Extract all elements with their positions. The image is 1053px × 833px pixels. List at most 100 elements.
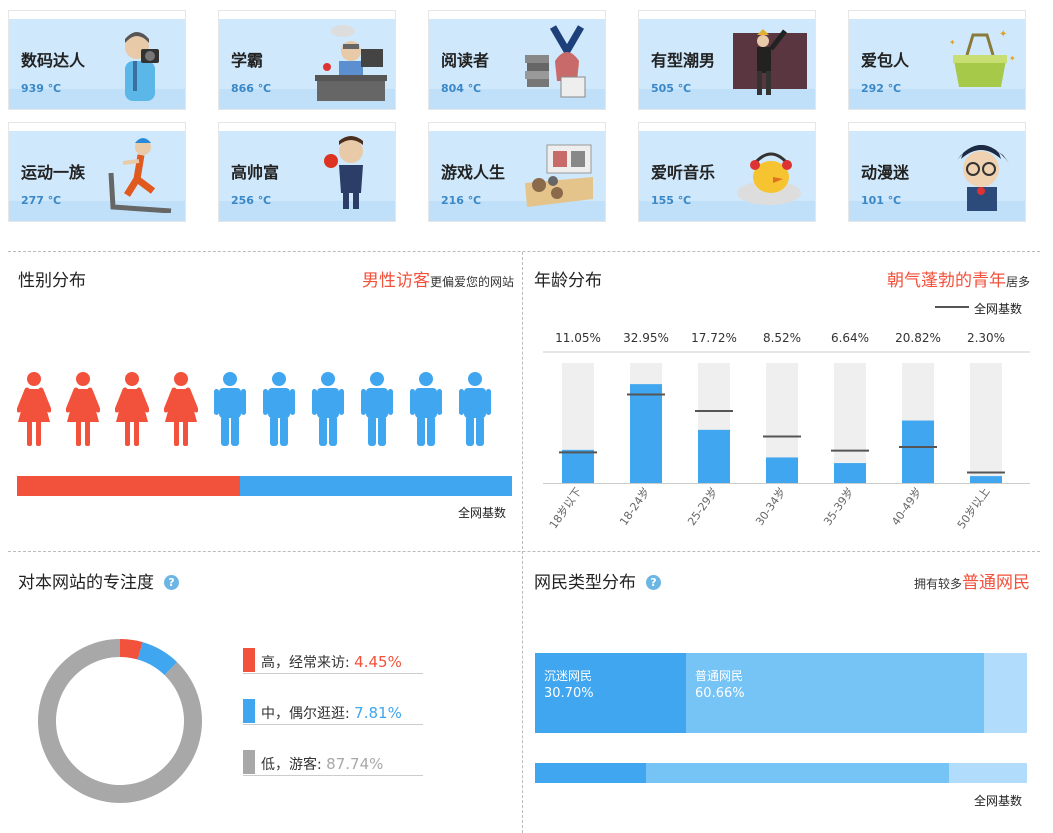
x-tick-label: 25-29岁 (684, 485, 720, 528)
bar[interactable] (630, 384, 662, 483)
help-icon[interactable]: ? (164, 575, 179, 590)
interest-temp: 216 ℃ (441, 194, 482, 207)
handbag-icon: ✦ ✦ ✦ (949, 29, 1016, 87)
male-person-icon (459, 372, 491, 446)
gender-base-label: 全网基数 (458, 506, 507, 520)
gender-title: 性别分布 (18, 271, 86, 291)
interest-name: 有型潮男 (651, 51, 716, 70)
age-note: 朝气蓬勃的青年居多 (887, 266, 1030, 291)
x-tick-label: 18岁以下 (546, 485, 584, 532)
bar-value-label: 6.64% (831, 331, 869, 345)
focus-title-text: 对本网站的专注度 (18, 573, 154, 593)
focus-label: 高，经常来访: (261, 655, 350, 671)
interest-name: 阅读者 (441, 51, 490, 70)
gender-bar-male (239, 476, 512, 496)
netizen-title-text: 网民类型分布 (534, 573, 636, 593)
female-person-icon (164, 372, 198, 446)
age-bar-chart: 11.05% 18岁以下 32.95% 18-24岁 17.72% 25-29岁 8.52%… (543, 331, 1030, 532)
bar[interactable] (834, 463, 866, 483)
donut-slice[interactable] (37, 639, 203, 803)
focus-donut-chart (37, 639, 203, 803)
bar[interactable] (562, 449, 594, 483)
interest-card[interactable]: 爱包人 292 ℃ ✦ ✦ ✦ (848, 10, 1026, 110)
bar[interactable] (902, 420, 934, 483)
interest-temp: 155 ℃ (651, 194, 692, 207)
interest-name: 游戏人生 (441, 163, 506, 182)
focus-label: 低，游客: (261, 757, 322, 773)
focus-value: 7.81% (354, 704, 402, 722)
bar-value-label: 8.52% (763, 331, 801, 345)
divider (8, 251, 1040, 252)
divider (522, 252, 523, 833)
interest-card[interactable]: 游戏人生 216 ℃ (428, 122, 606, 222)
bar-value-label: 11.05% (555, 331, 601, 345)
focus-value: 4.45% (354, 653, 402, 671)
focus-item-high: 高，经常来访: 4.45% (243, 648, 423, 674)
interest-name: 数码达人 (21, 51, 86, 70)
x-tick-label: 50岁以上 (954, 485, 992, 532)
segment-value: 60.66% (695, 686, 745, 701)
x-tick-label: 30-34岁 (752, 485, 788, 528)
focus-title: 对本网站的专注度? (18, 568, 179, 593)
interest-name: 爱听音乐 (651, 163, 716, 182)
donut-slice[interactable] (137, 642, 178, 676)
netizen-note-text: 拥有较多 (913, 577, 962, 591)
netizen-base-segment (645, 763, 950, 783)
female-person-icon (17, 372, 51, 446)
interest-name: 爱包人 (861, 51, 910, 70)
x-tick-label: 18-24岁 (616, 485, 652, 528)
interest-card[interactable]: 高帅富 256 ℃ (218, 122, 396, 222)
bar[interactable] (698, 429, 730, 483)
bar[interactable] (766, 457, 798, 483)
netizen-segment[interactable]: 沉迷网民 30.70% (535, 653, 687, 733)
bar-track (834, 363, 866, 483)
bar[interactable] (970, 476, 1002, 483)
divider (8, 551, 1040, 552)
anime-boy-icon (955, 145, 1009, 211)
game-board-icon (525, 144, 593, 207)
interest-temp: 939 ℃ (21, 82, 62, 95)
netizen-base-segment (535, 763, 646, 783)
netizen-title: 网民类型分布? (534, 568, 661, 593)
interest-card[interactable]: 阅读者 804 ℃ (428, 10, 606, 110)
netizen-segment[interactable]: 普通网民 60.66% (686, 653, 985, 733)
interest-name: 动漫迷 (861, 163, 910, 182)
interest-name: 高帅富 (231, 163, 280, 182)
interest-card[interactable]: 动漫迷 101 ℃ (848, 122, 1026, 222)
bar-value-label: 17.72% (691, 331, 737, 345)
interest-temp: 256 ℃ (231, 194, 272, 207)
netizen-base-bar (535, 763, 1027, 783)
donut-slice[interactable] (120, 639, 143, 660)
interest-card[interactable]: 有型潮男 505 ℃ (638, 10, 816, 110)
focus-label: 中，偶尔逛逛: (261, 706, 350, 722)
fashion-man-icon (733, 29, 807, 95)
svg-text:✦: ✦ (1009, 54, 1016, 63)
age-note-highlight: 朝气蓬勃的青年 (886, 271, 1006, 291)
student-desk-icon (315, 25, 387, 101)
netizen-base-label: 全网基数 (974, 794, 1023, 808)
reader-books-icon (525, 25, 586, 98)
interest-temp: 101 ℃ (861, 194, 902, 207)
x-tick-label: 35-39岁 (820, 485, 856, 528)
camera-man-icon (125, 32, 159, 101)
age-title: 年龄分布 (534, 271, 602, 291)
interest-name: 学霸 (231, 51, 264, 70)
bar-value-label: 32.95% (623, 331, 669, 345)
interest-card[interactable]: 爱听音乐 155 ℃ (638, 122, 816, 222)
music-chick-icon (737, 152, 801, 205)
focus-item-low: 低，游客: 87.74% (243, 750, 423, 776)
interest-card[interactable]: 学霸 866 ℃ (218, 10, 396, 110)
interest-temp: 505 ℃ (651, 82, 692, 95)
legend-baseline-swatch (935, 306, 969, 308)
legend-baseline-label: 全网基数 (974, 302, 1023, 316)
interest-card[interactable]: 运动一族 277 ℃ (8, 122, 186, 222)
interest-temp: 866 ℃ (231, 82, 272, 95)
male-person-icon (410, 372, 442, 446)
help-icon[interactable]: ? (646, 575, 661, 590)
interest-card[interactable]: 数码达人 939 ℃ (8, 10, 186, 110)
x-tick-label: 40-49岁 (888, 485, 924, 528)
netizen-segment[interactable] (984, 653, 1027, 733)
netizen-note-highlight: 普通网民 (962, 573, 1030, 593)
bar-track (970, 363, 1002, 483)
interest-temp: 292 ℃ (861, 82, 902, 95)
